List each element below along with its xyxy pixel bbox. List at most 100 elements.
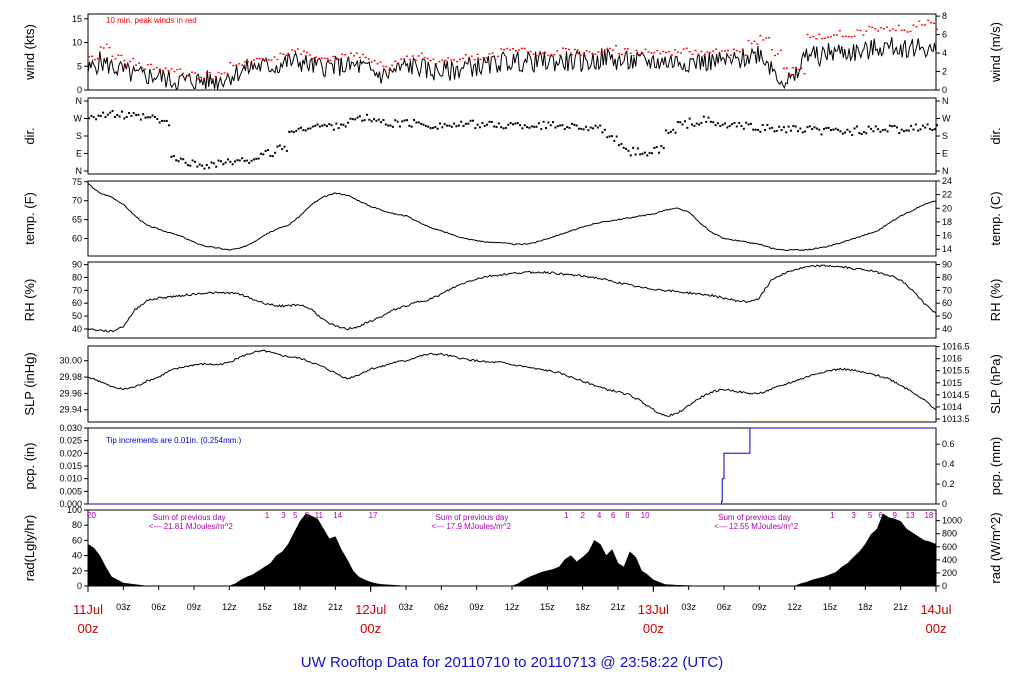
dir-point bbox=[669, 130, 672, 133]
dir-point bbox=[271, 155, 274, 158]
dir-point bbox=[566, 126, 569, 129]
dir-point bbox=[530, 125, 533, 128]
dir-point bbox=[401, 120, 404, 123]
dir-point bbox=[884, 128, 887, 131]
dir-point bbox=[415, 121, 418, 124]
rad-ytick-left-label: 20 bbox=[72, 566, 82, 576]
dir-point bbox=[752, 128, 755, 131]
dir-point bbox=[457, 124, 460, 127]
x-hour-tick-label: 06z bbox=[717, 602, 732, 612]
dir-point bbox=[792, 124, 795, 127]
dir-point bbox=[724, 122, 726, 125]
wind-ytick-left-label: 0 bbox=[77, 85, 82, 95]
dir-point bbox=[653, 146, 656, 149]
dir-point bbox=[210, 161, 213, 164]
dir-point bbox=[403, 119, 406, 122]
dir-point bbox=[490, 120, 493, 123]
rad-hour-mark: 3 bbox=[851, 511, 856, 520]
dir-point bbox=[479, 126, 482, 129]
dir-point bbox=[120, 110, 123, 113]
dir-point bbox=[627, 149, 630, 152]
dir-point bbox=[519, 124, 522, 127]
dir-point bbox=[839, 130, 842, 133]
dir-point bbox=[184, 161, 187, 164]
dir-point bbox=[634, 153, 637, 156]
dir-point bbox=[618, 144, 620, 147]
temp-ytick-right-label: 22 bbox=[942, 190, 952, 200]
dir-point bbox=[844, 131, 847, 134]
dir-point bbox=[914, 123, 917, 126]
dir-point bbox=[427, 125, 430, 128]
dir-point bbox=[544, 127, 547, 130]
dir-point bbox=[622, 146, 625, 149]
dir-point bbox=[373, 118, 376, 121]
dir-point bbox=[170, 155, 173, 158]
rad-ytick-right-label: 1000 bbox=[942, 516, 962, 526]
dir-point bbox=[219, 160, 222, 163]
dir-point bbox=[194, 160, 196, 163]
dir-point bbox=[198, 163, 201, 166]
dir-point bbox=[693, 124, 696, 127]
dir-point bbox=[146, 116, 149, 119]
rad-hour-mark: 18 bbox=[924, 511, 933, 520]
x-hour-tick-label: 12z bbox=[505, 602, 520, 612]
dir-point bbox=[606, 136, 609, 139]
dir-point bbox=[377, 118, 380, 121]
dir-point bbox=[858, 132, 861, 135]
dir-point bbox=[801, 131, 804, 134]
dir-point bbox=[641, 152, 644, 155]
dir-point bbox=[686, 126, 689, 129]
dir-point bbox=[123, 117, 126, 120]
dir-point bbox=[316, 123, 319, 126]
rad-hour-mark: 5 bbox=[868, 511, 873, 520]
x-hour-tick-label: 21z bbox=[328, 602, 343, 612]
dir-point bbox=[759, 130, 762, 133]
rad-hour-mark: 1 bbox=[830, 511, 835, 520]
rh-ytick-left-label: 40 bbox=[72, 324, 82, 334]
slp-ytick-left-label: 29.98 bbox=[59, 372, 82, 382]
rad-hour-mark: 9 bbox=[893, 511, 898, 520]
dir-point bbox=[307, 127, 310, 130]
dir-point bbox=[924, 126, 927, 129]
x-hour-tick-label: 03z bbox=[116, 602, 131, 612]
x-day-time-label: 00z bbox=[78, 621, 99, 636]
dir-point bbox=[196, 165, 199, 168]
dir-point bbox=[144, 116, 147, 119]
dir-point bbox=[467, 122, 470, 125]
dir-point bbox=[716, 122, 719, 125]
dir-point bbox=[429, 127, 432, 130]
rad-hour-mark: 6 bbox=[611, 511, 616, 520]
x-hour-tick-label: 06z bbox=[434, 602, 449, 612]
dir-point bbox=[189, 164, 192, 167]
dir-point bbox=[460, 120, 463, 123]
dir-point bbox=[827, 126, 830, 129]
dir-point bbox=[514, 122, 517, 125]
dir-point bbox=[135, 113, 138, 116]
rad-hour-mark: 17 bbox=[369, 511, 378, 520]
dir-point bbox=[655, 145, 658, 148]
dir-point bbox=[886, 130, 889, 133]
dir-point bbox=[705, 120, 708, 123]
dir-point bbox=[799, 127, 802, 130]
dir-point bbox=[267, 149, 270, 152]
slp-ylabel-right: SLP (hPa) bbox=[988, 354, 1003, 414]
dir-point bbox=[106, 113, 109, 116]
dir-point bbox=[742, 127, 745, 130]
slp-ytick-left-label: 29.94 bbox=[59, 405, 82, 415]
temp-ytick-right-label: 16 bbox=[942, 231, 952, 241]
dir-point bbox=[215, 165, 218, 168]
dir-point bbox=[252, 158, 255, 161]
dir-point bbox=[900, 128, 903, 131]
dir-ytick-right-label: S bbox=[942, 131, 948, 141]
wind-ytick-left-label: 5 bbox=[77, 61, 82, 71]
x-hour-tick-label: 12z bbox=[787, 602, 802, 612]
dir-ytick-left-label: N bbox=[76, 96, 83, 106]
dir-point bbox=[229, 160, 232, 163]
dir-point bbox=[860, 132, 863, 135]
x-hour-tick-label: 15z bbox=[257, 602, 272, 612]
dir-point bbox=[813, 126, 816, 129]
dir-point bbox=[410, 125, 413, 128]
dir-point bbox=[818, 128, 821, 131]
dir-point bbox=[321, 124, 324, 127]
